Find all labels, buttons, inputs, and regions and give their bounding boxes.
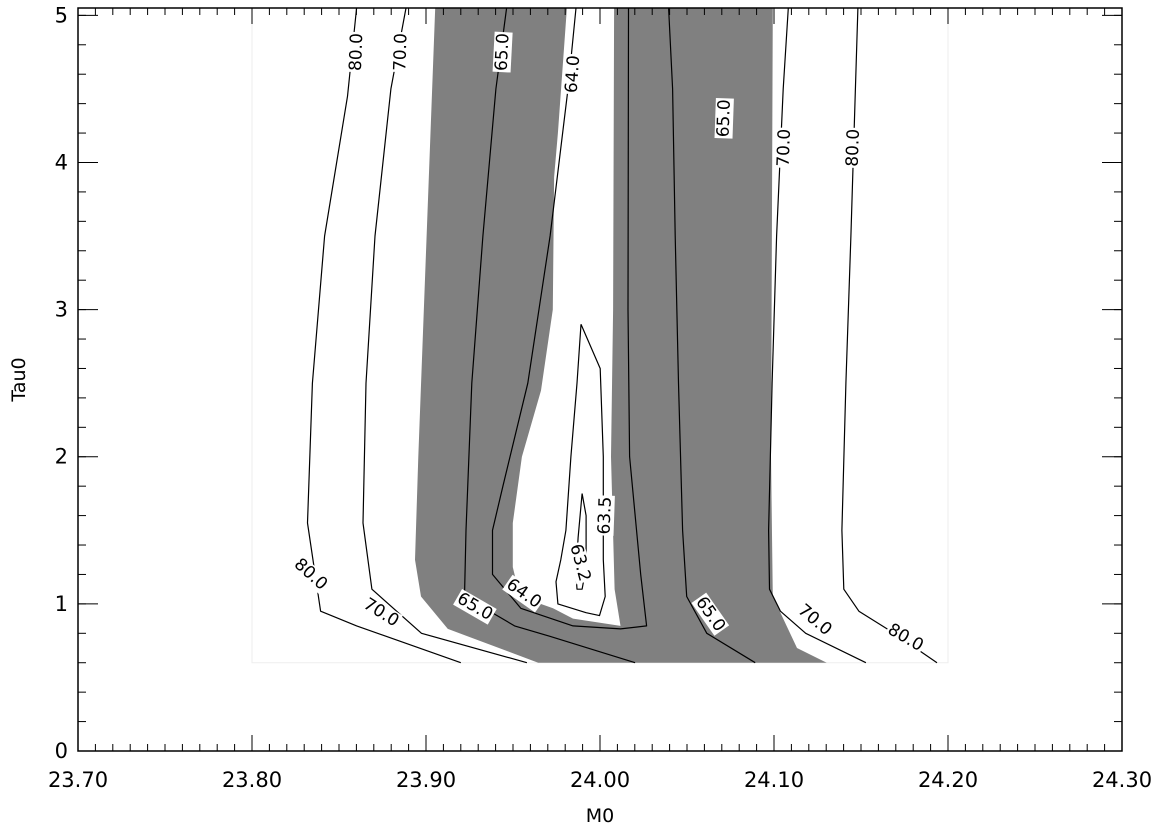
y-tick-label: 1 bbox=[55, 592, 68, 616]
y-tick-label: 4 bbox=[55, 150, 68, 174]
x-tick-label: 23.80 bbox=[222, 768, 282, 792]
contour-line-80 bbox=[306, 7, 461, 664]
contour-line-65 bbox=[463, 7, 636, 664]
contour-label-background bbox=[346, 31, 367, 73]
contour-label-background bbox=[793, 600, 836, 640]
x-tick-labels: 23.70 23.80 23.90 24.00 24.10 24.20 24.30 bbox=[48, 768, 1152, 792]
y-tick-label: 2 bbox=[55, 445, 68, 469]
contour-label-background bbox=[691, 592, 730, 636]
contour-label: 80.0 bbox=[346, 33, 367, 72]
x-tick-label: 23.90 bbox=[396, 768, 456, 792]
contour-label-background bbox=[843, 127, 863, 169]
contour-label-background bbox=[359, 594, 403, 631]
x-axis-title: M0 bbox=[586, 805, 614, 827]
y-axis-title: Tau0 bbox=[8, 357, 30, 402]
contour-label: 70.0 bbox=[390, 33, 411, 72]
contour-label: 80.0 bbox=[290, 554, 332, 594]
x-tick-label: 24.30 bbox=[1092, 768, 1152, 792]
contour-label-background bbox=[492, 31, 513, 73]
contour-label: 63.2 bbox=[565, 542, 594, 584]
contour-label: 70.0 bbox=[774, 129, 795, 168]
contour-label: 64.0 bbox=[562, 55, 585, 94]
x-tick-label: 24.20 bbox=[918, 768, 978, 792]
contour-labels: 80.0 70.0 65.064.080.070.0 65.0 64.063.563.2… bbox=[289, 31, 928, 656]
contour-line-64 bbox=[491, 7, 648, 630]
contour-label: 63.5 bbox=[595, 496, 616, 535]
x-tick-label: 23.70 bbox=[48, 768, 108, 792]
x-tick-label: 24.00 bbox=[570, 768, 630, 792]
contour-line-80 bbox=[841, 7, 938, 664]
contour-label-background bbox=[595, 495, 615, 536]
contour-label: 70.0 bbox=[794, 600, 836, 640]
contour-label-background bbox=[566, 541, 594, 585]
contour-label-background bbox=[453, 589, 497, 625]
contour-label-background bbox=[289, 554, 332, 595]
shaded-area bbox=[415, 8, 827, 663]
contour-label-background bbox=[391, 31, 411, 73]
contour-line-65 bbox=[668, 7, 756, 664]
contour-label: 80.0 bbox=[843, 129, 864, 168]
contour-label-background bbox=[883, 619, 928, 656]
contour-label-background bbox=[774, 127, 794, 169]
contour-label: 65.0 bbox=[714, 99, 735, 138]
y-tick-labels: 0 1 2 3 4 5 bbox=[55, 3, 68, 763]
contour-label-background bbox=[562, 53, 584, 95]
contour-label-background bbox=[502, 574, 546, 613]
contour-line-63-5 bbox=[555, 324, 606, 617]
contour-label: 65.0 bbox=[492, 33, 514, 72]
shaded-confidence-region bbox=[415, 8, 827, 663]
contour-line-70 bbox=[767, 7, 867, 664]
contour-label-background bbox=[714, 97, 734, 139]
y-tick-label: 0 bbox=[55, 739, 68, 763]
axis-ticks bbox=[77, 8, 1123, 752]
y-tick-label: 5 bbox=[55, 3, 68, 27]
y-tick-label: 3 bbox=[55, 298, 68, 322]
contour-line-70 bbox=[362, 7, 528, 664]
x-tick-label: 24.10 bbox=[744, 768, 804, 792]
